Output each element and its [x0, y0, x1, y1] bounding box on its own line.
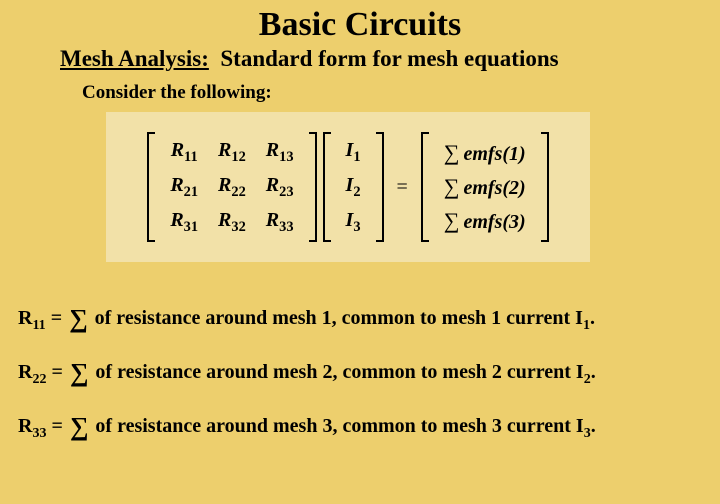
bracket-right-icon [540, 131, 550, 243]
sigma-icon: ∑ [68, 412, 91, 441]
bracket-left-icon [322, 131, 332, 243]
equals-sign: = [389, 176, 416, 199]
sigma-icon: ∑ [68, 358, 91, 387]
bracket-right-icon [308, 131, 318, 243]
sigma-icon: ∑ [444, 174, 464, 199]
definition-line: R33 = ∑ of resistance around mesh 3, com… [18, 412, 708, 442]
subtitle: Mesh Analysis: Standard form for mesh eq… [0, 46, 720, 72]
consider-text: Consider the following: [0, 82, 720, 104]
sigma-icon: ∑ [444, 140, 464, 165]
i-vector: I1 I2 I3 [336, 135, 371, 240]
bracket-left-icon [420, 131, 430, 243]
emfs-vector: ∑emfs(1) ∑emfs(2) ∑emfs(3) [434, 136, 536, 238]
bracket-right-icon [375, 131, 385, 243]
bracket-left-icon [146, 131, 156, 243]
r-matrix: R11 R12 R13 R21 R22 R23 R31 R32 R33 [160, 135, 303, 240]
page-title: Basic Circuits [0, 0, 720, 44]
definition-line: R11 = ∑ of resistance around mesh 1, com… [18, 304, 708, 334]
subtitle-mesh: Mesh Analysis: [60, 46, 209, 71]
matrix-equation: R11 R12 R13 R21 R22 R23 R31 R32 R33 I1 I… [106, 112, 590, 262]
sigma-icon: ∑ [67, 304, 90, 333]
definitions: R11 = ∑ of resistance around mesh 1, com… [0, 304, 720, 442]
definition-line: R22 = ∑ of resistance around mesh 2, com… [18, 358, 708, 388]
subtitle-rest: Standard form for mesh equations [220, 46, 558, 71]
sigma-icon: ∑ [444, 208, 464, 233]
